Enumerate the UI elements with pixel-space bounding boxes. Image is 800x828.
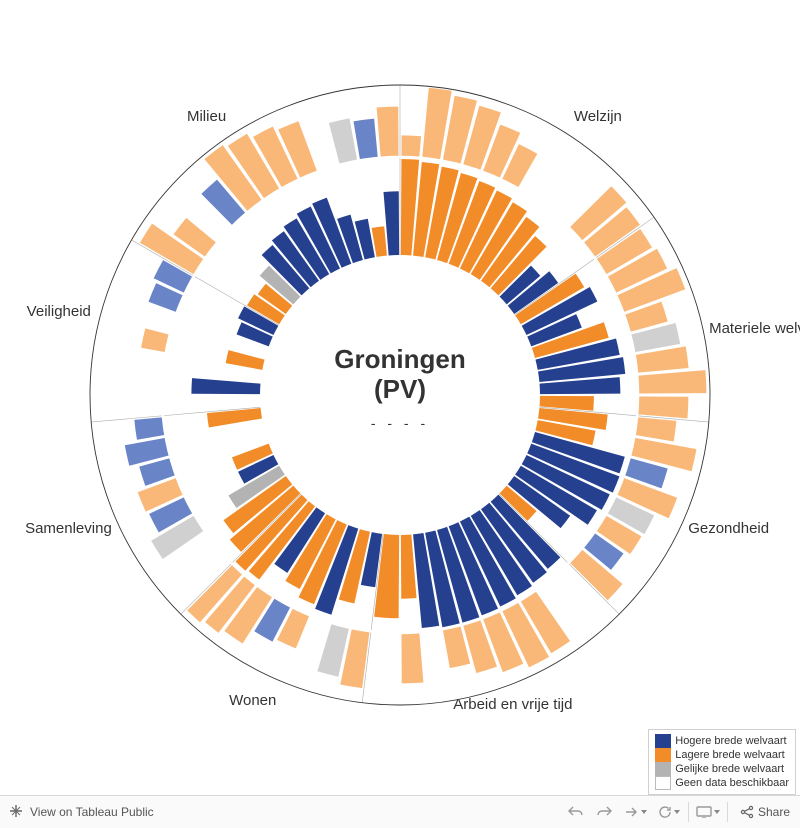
legend-swatch [655, 762, 671, 776]
legend-label: Geen data beschikbaar [675, 776, 789, 790]
radial-chart[interactable] [0, 0, 800, 795]
wedge-inner[interactable] [191, 378, 260, 394]
chart-area: Groningen (PV) - - - - Hogere brede welv… [0, 0, 800, 795]
legend-label: Gelijke brede welvaart [675, 762, 784, 776]
legend-item[interactable]: Gelijke brede welvaart [655, 762, 789, 776]
legend-label: Hogere brede welvaart [675, 734, 786, 748]
wedge-outer[interactable] [401, 135, 421, 157]
share-label: Share [758, 805, 790, 819]
wedge-inner[interactable] [226, 350, 265, 370]
legend: Hogere brede welvaartLagere brede welvaa… [648, 729, 796, 795]
revert-button[interactable] [618, 796, 652, 828]
legend-swatch [655, 734, 671, 748]
legend-label: Lagere brede welvaart [675, 748, 784, 762]
undo-button[interactable] [562, 796, 590, 828]
toolbar-separator [688, 802, 689, 822]
wedge-outer[interactable] [401, 632, 423, 683]
device-preview-button[interactable] [691, 796, 725, 828]
legend-swatch [655, 776, 671, 790]
legend-swatch [655, 748, 671, 762]
wedge-inner[interactable] [540, 396, 594, 411]
legend-item[interactable]: Hogere brede welvaart [655, 734, 789, 748]
tableau-logo-icon[interactable] [8, 803, 24, 822]
toolbar-separator [727, 802, 728, 822]
legend-item[interactable]: Geen data beschikbaar [655, 776, 789, 790]
wedge-outer[interactable] [377, 107, 399, 158]
wedge-outer[interactable] [637, 370, 706, 393]
legend-item[interactable]: Lagere brede welvaart [655, 748, 789, 762]
share-button[interactable]: Share [730, 805, 800, 819]
refresh-button[interactable] [652, 796, 686, 828]
share-icon [740, 805, 754, 819]
view-on-public-link[interactable]: View on Tableau Public [30, 805, 154, 819]
wedge-outer[interactable] [353, 119, 377, 161]
wedge-outer[interactable] [329, 118, 357, 164]
redo-button[interactable] [590, 796, 618, 828]
tableau-toolbar: View on Tableau Public Share [0, 795, 800, 828]
wedge-outer[interactable] [635, 417, 677, 441]
wedge-outer[interactable] [637, 396, 688, 418]
wedge-outer[interactable] [134, 417, 165, 440]
